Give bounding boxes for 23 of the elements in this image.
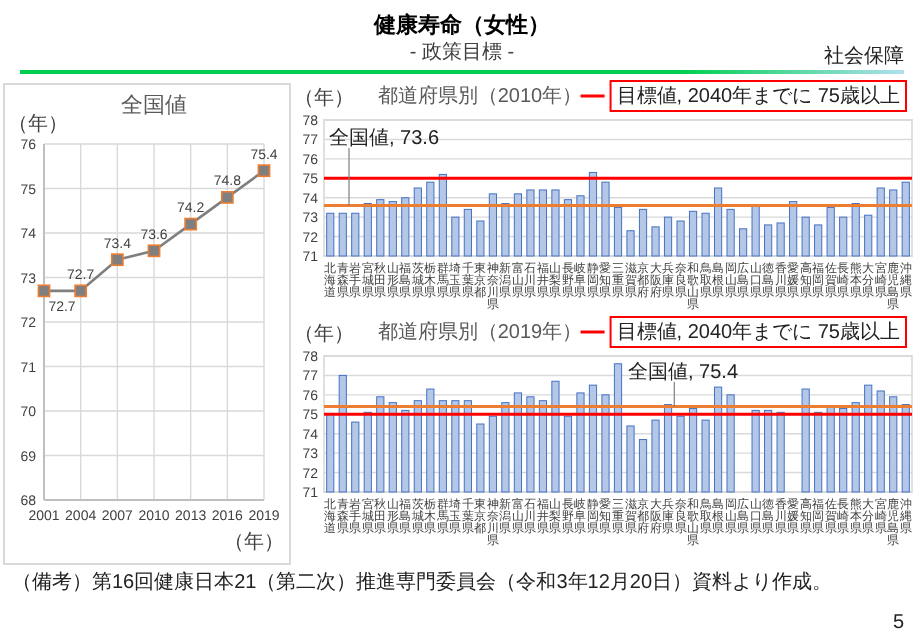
point <box>257 164 271 178</box>
legend-label: 目標値, 2040年までに 75歳以上 <box>616 84 900 108</box>
point <box>220 191 234 204</box>
text: - 政策目標 - <box>409 40 515 64</box>
point <box>110 253 124 267</box>
y-axis-title: （年） <box>8 112 68 136</box>
y-axis-title: （年） <box>294 86 354 110</box>
point <box>74 284 88 298</box>
chart-title: 都道府県別（2019年） <box>377 320 583 344</box>
point <box>184 217 198 231</box>
chart-title: 都道府県別（2010年） <box>377 84 583 108</box>
text: 社会保障 <box>824 44 904 68</box>
point <box>37 284 51 298</box>
point <box>147 244 161 258</box>
chart-title: 全国値 <box>121 94 187 118</box>
y-axis-title: （年） <box>294 322 354 346</box>
x-axis-title: （年） <box>224 530 284 554</box>
text: 5 <box>892 612 905 634</box>
legend-label: 目標値, 2040年までに 75歳以上 <box>616 320 900 344</box>
ref-line-label: 全国値, 73.6 <box>329 126 440 150</box>
ref-line-label: 全国値, 75.4 <box>628 360 739 384</box>
text: （備考）第16回健康日本21（第二次）推進専門委員会（令和3年12月20日）資料より作成。 <box>12 570 833 594</box>
text: 健康寿命（女性） <box>372 12 550 38</box>
